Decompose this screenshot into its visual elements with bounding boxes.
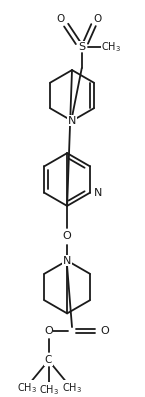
Text: S: S <box>78 42 85 52</box>
Text: O: O <box>63 231 71 241</box>
Text: CH$_3$: CH$_3$ <box>39 383 59 397</box>
Text: O: O <box>44 326 53 336</box>
Text: CH$_3$: CH$_3$ <box>17 381 37 395</box>
Text: O: O <box>56 14 64 24</box>
Text: CH$_3$: CH$_3$ <box>101 40 121 54</box>
Text: N: N <box>63 256 71 266</box>
Text: N: N <box>94 188 102 198</box>
Text: N: N <box>68 116 76 126</box>
Text: O: O <box>93 14 101 24</box>
Text: O: O <box>100 326 109 336</box>
Text: CH$_3$: CH$_3$ <box>62 381 82 395</box>
Text: C: C <box>45 355 52 365</box>
